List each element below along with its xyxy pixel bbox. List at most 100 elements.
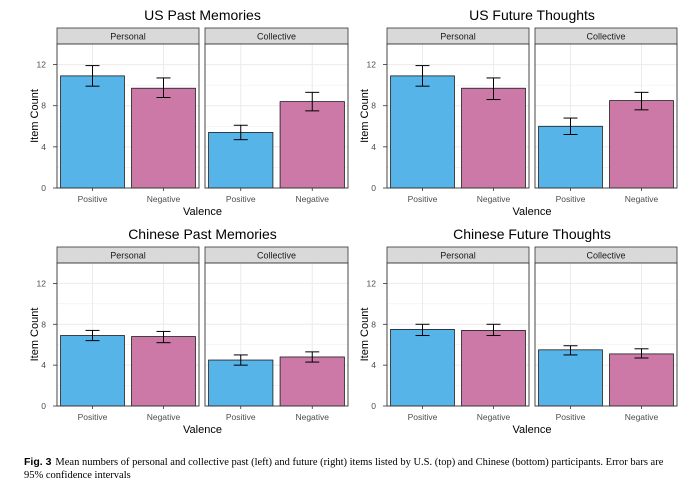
x-tick-label: Positive xyxy=(408,412,438,422)
x-tick-label: Negative xyxy=(147,194,181,204)
bar-positive xyxy=(390,328,455,407)
bar-positive xyxy=(60,75,125,189)
y-tick-label: 0 xyxy=(371,183,376,193)
chart-title: Chinese Future Thoughts xyxy=(453,226,611,242)
bar-positive xyxy=(538,349,603,407)
facet-strip-label: Collective xyxy=(257,251,296,261)
chart-title: US Past Memories xyxy=(144,7,261,23)
x-tick-label: Negative xyxy=(625,194,659,204)
error-bar xyxy=(563,117,578,136)
x-tick-label: Positive xyxy=(408,194,438,204)
chart-title: Chinese Past Memories xyxy=(128,226,277,242)
error-bar xyxy=(563,345,578,356)
error-bar xyxy=(85,65,100,87)
caption-label: Fig. 3 xyxy=(24,456,52,468)
x-axis-title: Valence xyxy=(513,206,552,218)
y-tick-label: 0 xyxy=(41,401,46,411)
y-tick-label: 8 xyxy=(41,319,46,329)
x-axis-title: Valence xyxy=(183,206,222,218)
facet-strip-label: Collective xyxy=(257,32,296,42)
plot-border xyxy=(534,43,678,189)
facet-strip-label: Personal xyxy=(110,251,146,261)
error-bar xyxy=(85,329,100,342)
bar-positive xyxy=(538,125,603,189)
y-tick-label: 4 xyxy=(41,360,46,370)
plot-border xyxy=(534,262,678,407)
plot-border xyxy=(56,43,200,189)
facet-personal: Personal Positive Negative xyxy=(386,246,530,422)
x-tick-label: Positive xyxy=(226,412,256,422)
x-tick-label: Positive xyxy=(78,412,108,422)
plot-border xyxy=(386,262,530,407)
y-tick-label: 12 xyxy=(367,60,377,70)
x-axis-title: Valence xyxy=(183,424,222,436)
error-bar xyxy=(634,348,649,359)
y-tick-label: 12 xyxy=(37,60,47,70)
bar-positive xyxy=(60,335,125,407)
error-bar xyxy=(415,65,430,87)
y-tick-label: 4 xyxy=(371,360,376,370)
chart-panel: US Future Thoughts Item Count 0 4 8 12 Valence… xyxy=(359,7,678,218)
error-bar xyxy=(486,323,501,337)
y-tick-label: 12 xyxy=(367,278,377,288)
error-bar xyxy=(233,354,248,366)
error-bar xyxy=(156,330,171,344)
bar-positive xyxy=(208,359,274,407)
y-axis-title: Item Count xyxy=(29,308,41,362)
y-axis-title: Item Count xyxy=(29,89,41,143)
y-tick-label: 4 xyxy=(371,142,376,152)
error-bar xyxy=(305,91,320,112)
y-tick-label: 8 xyxy=(371,319,376,329)
bar-positive xyxy=(208,132,274,189)
chart-title: US Future Thoughts xyxy=(469,7,595,23)
facet-collective: Collective Positive Negative xyxy=(204,246,349,422)
x-tick-label: Positive xyxy=(556,194,586,204)
x-tick-label: Positive xyxy=(226,194,256,204)
facet-personal: Personal Positive Negative xyxy=(56,246,200,422)
x-tick-label: Negative xyxy=(477,194,511,204)
facet-personal: Personal Positive Negative xyxy=(56,27,200,204)
facet-collective: Collective Positive Negative xyxy=(534,27,678,204)
x-tick-label: Positive xyxy=(556,412,586,422)
x-tick-label: Positive xyxy=(78,194,108,204)
y-tick-label: 8 xyxy=(41,101,46,111)
facet-collective: Collective Positive Negative xyxy=(204,27,349,204)
bar-positive xyxy=(390,75,455,189)
facet-strip-label: Personal xyxy=(110,32,146,42)
y-tick-label: 8 xyxy=(371,101,376,111)
facet-personal: Personal Positive Negative xyxy=(386,27,530,204)
y-tick-label: 0 xyxy=(41,183,46,193)
facet-strip-label: Personal xyxy=(440,251,476,261)
error-bar xyxy=(233,124,248,141)
bar-negative xyxy=(131,336,196,407)
x-tick-label: Negative xyxy=(295,412,329,422)
plot-border xyxy=(204,262,349,407)
bar-negative xyxy=(461,87,526,189)
chart-panel: Chinese Future Thoughts Item Count 0 4 8 12 Va… xyxy=(359,226,678,436)
x-tick-label: Negative xyxy=(295,194,329,204)
error-bar xyxy=(486,77,501,101)
error-bar xyxy=(156,77,171,98)
chart-panel: Chinese Past Memories Item Count 0 4 8 12 Vale… xyxy=(29,226,349,436)
y-axis-title: Item Count xyxy=(359,89,371,143)
facet-strip-label: Collective xyxy=(586,32,625,42)
y-tick-label: 4 xyxy=(41,142,46,152)
bar-negative xyxy=(461,330,526,407)
plot-border xyxy=(204,43,349,189)
error-bar xyxy=(415,323,430,337)
caption-text: Mean numbers of personal and collective … xyxy=(24,457,664,481)
y-axis-title: Item Count xyxy=(359,308,371,362)
x-tick-label: Negative xyxy=(477,412,511,422)
bar-negative xyxy=(609,353,674,407)
figure: US Past Memories Item Count 0 4 8 12 Valence Pe… xyxy=(29,7,678,436)
x-tick-label: Negative xyxy=(625,412,659,422)
facet-collective: Collective Positive Negative xyxy=(534,246,678,422)
bar-negative xyxy=(279,101,345,189)
bar-negative xyxy=(131,87,196,189)
y-tick-label: 0 xyxy=(371,401,376,411)
y-tick-label: 12 xyxy=(37,278,47,288)
bar-negative xyxy=(279,356,345,407)
x-tick-label: Negative xyxy=(147,412,181,422)
bar-negative xyxy=(609,100,674,189)
x-axis-title: Valence xyxy=(513,424,552,436)
